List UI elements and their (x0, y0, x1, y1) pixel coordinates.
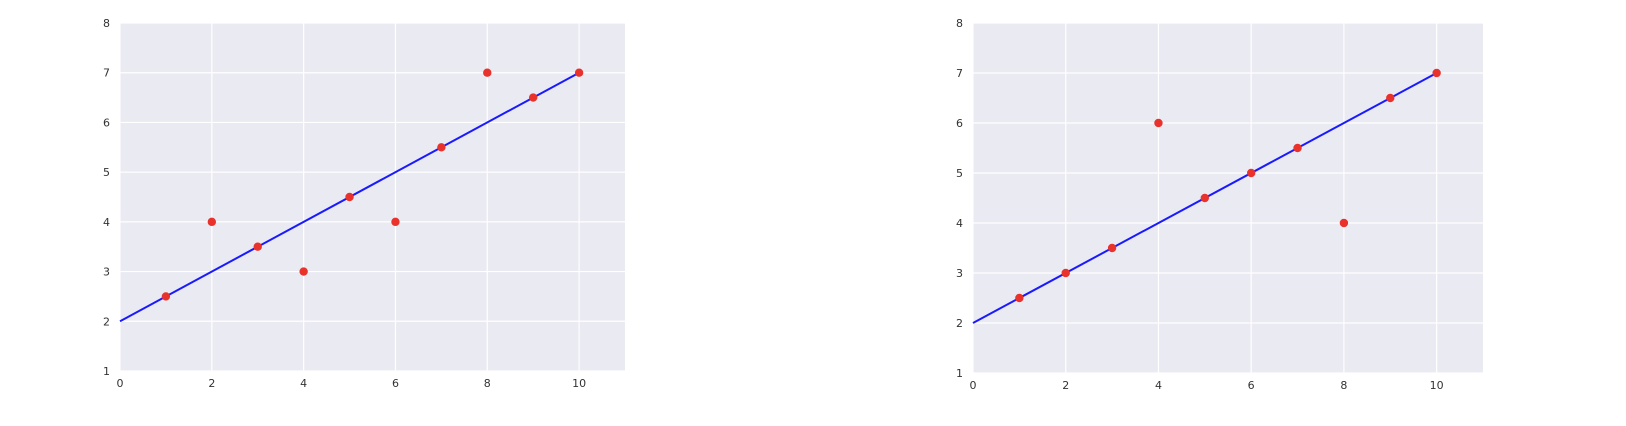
data-point (207, 217, 217, 227)
y-tick-label: 6 (103, 116, 110, 129)
y-tick-label: 2 (103, 315, 110, 328)
x-tick-label: 6 (1248, 379, 1255, 392)
data-point (1386, 93, 1395, 103)
y-tick-label: 4 (103, 216, 110, 229)
y-tick-label: 5 (103, 166, 110, 179)
x-tick-label: 4 (1155, 379, 1162, 392)
x-tick-label: 4 (300, 377, 307, 390)
x-tick-label: 8 (484, 377, 491, 390)
x-tick-label: 6 (392, 377, 399, 390)
data-point (528, 93, 538, 102)
x-tick-label: 0 (970, 379, 977, 392)
y-tick-label: 7 (103, 67, 110, 80)
data-point (1107, 243, 1117, 253)
y-tick-label: 7 (956, 67, 963, 80)
x-tick-label: 10 (1430, 379, 1444, 392)
data-point (483, 68, 492, 77)
y-tick-label: 8 (956, 17, 963, 30)
plot-area (120, 23, 625, 371)
y-tick-label: 8 (103, 17, 110, 30)
data-point (1015, 293, 1024, 303)
y-tick-label: 2 (956, 317, 963, 330)
y-tick-label: 1 (956, 367, 963, 380)
data-point (1339, 218, 1349, 228)
y-tick-label: 5 (956, 167, 963, 180)
data-point (299, 267, 308, 276)
x-tick-label: 2 (1062, 379, 1069, 392)
y-tick-label: 6 (956, 117, 963, 130)
data-point (1061, 268, 1070, 278)
data-point (574, 68, 584, 77)
data-point (437, 143, 446, 152)
data-point (1200, 193, 1210, 203)
y-tick-label: 3 (956, 267, 963, 280)
data-point (391, 217, 400, 227)
x-tick-label: 8 (1340, 379, 1347, 392)
y-tick-label: 4 (956, 217, 963, 230)
y-tick-label: 3 (103, 266, 110, 279)
x-tick-label: 10 (572, 377, 586, 390)
data-point (1246, 168, 1256, 178)
plot-area (973, 23, 1483, 373)
data-point (161, 292, 171, 301)
data-point (1293, 143, 1302, 153)
x-tick-label: 0 (117, 377, 124, 390)
y-tick-label: 1 (103, 365, 110, 378)
data-point (345, 192, 354, 202)
x-tick-label: 2 (208, 377, 215, 390)
data-point (1154, 118, 1163, 128)
data-point (1432, 68, 1441, 78)
data-point (253, 242, 262, 251)
